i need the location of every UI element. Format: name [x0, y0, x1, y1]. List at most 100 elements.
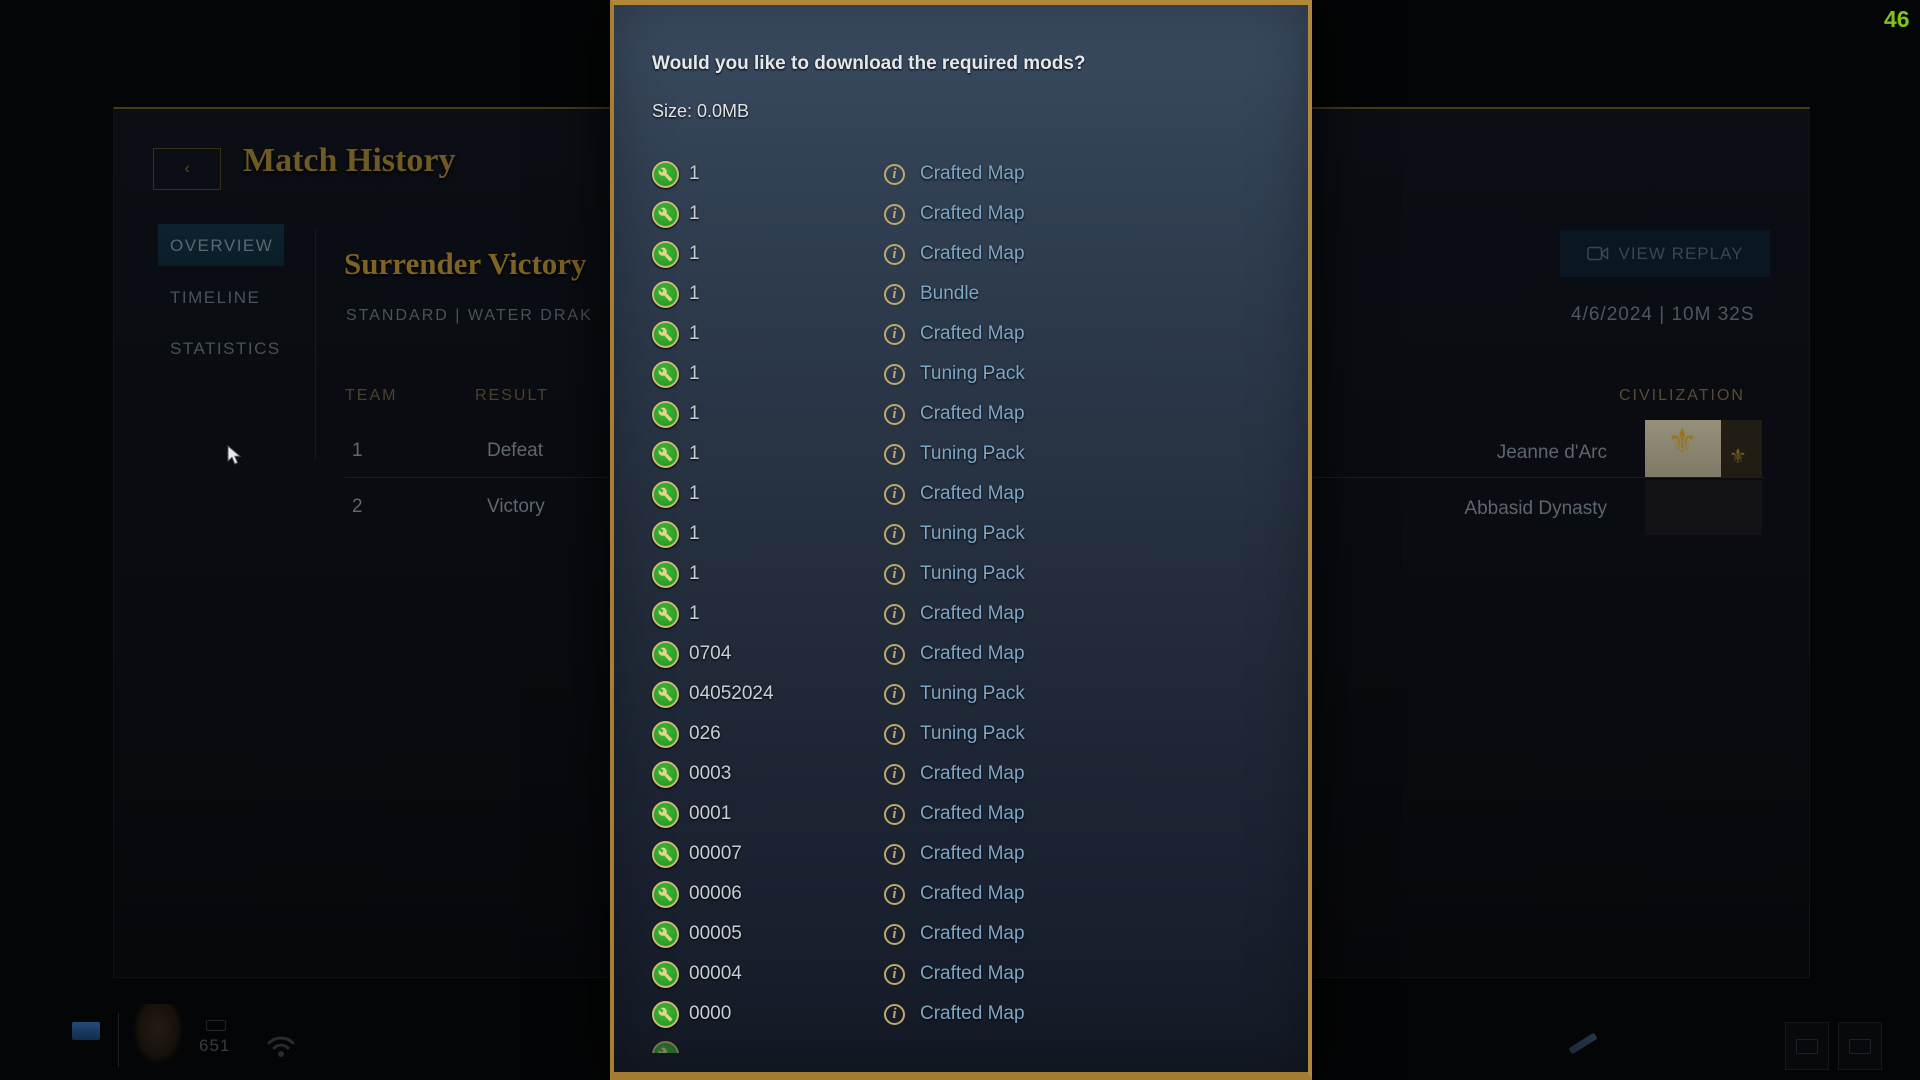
mod-row: 00004 i Crafted Map	[614, 954, 1308, 994]
info-icon[interactable]: i	[884, 843, 905, 865]
info-icon[interactable]: i	[884, 683, 905, 705]
info-icon[interactable]: i	[884, 363, 905, 385]
mod-wrench-icon	[652, 440, 679, 468]
mod-row: 1 i Tuning Pack	[614, 434, 1308, 474]
mod-row	[614, 1034, 1308, 1053]
button-glyph	[1849, 1038, 1871, 1054]
info-icon[interactable]: i	[884, 443, 905, 465]
mod-type-link[interactable]: Crafted Map	[920, 963, 1025, 984]
mod-type-link[interactable]: Crafted Map	[920, 843, 1025, 864]
mod-name: 1	[689, 323, 700, 344]
mod-name: 1	[689, 603, 700, 624]
mod-row: 0001 i Crafted Map	[614, 794, 1308, 834]
mod-row: 1 i Tuning Pack	[614, 514, 1308, 554]
mod-wrench-icon	[652, 280, 679, 308]
mod-type-link[interactable]: Tuning Pack	[920, 523, 1025, 544]
rank-value: 651	[199, 1036, 231, 1055]
info-icon[interactable]: i	[884, 1003, 905, 1025]
sword-icon	[1560, 1024, 1604, 1066]
mod-row: 04052024 i Tuning Pack	[614, 674, 1308, 714]
mod-wrench-icon	[652, 1000, 679, 1028]
info-icon[interactable]: i	[884, 323, 905, 345]
mod-name: 1	[689, 203, 700, 224]
mod-type-link[interactable]: Crafted Map	[920, 243, 1025, 264]
tab-statistics[interactable]: STATISTICS	[170, 339, 281, 358]
mod-row: 0000 i Crafted Map	[614, 994, 1308, 1034]
info-icon[interactable]: i	[884, 163, 905, 185]
mod-name: 1	[689, 443, 700, 464]
mod-name: 0001	[689, 803, 732, 824]
mod-type-link[interactable]: Tuning Pack	[920, 443, 1025, 464]
hud-button-left[interactable]	[1785, 1022, 1829, 1070]
info-icon[interactable]: i	[884, 243, 905, 265]
mod-row: 1 i Bundle	[614, 274, 1308, 314]
match-subtitle: STANDARD | WATER DRAK	[346, 307, 593, 324]
mod-type-link[interactable]: Tuning Pack	[920, 363, 1025, 384]
info-icon[interactable]: i	[884, 883, 905, 905]
info-icon[interactable]: i	[884, 923, 905, 945]
dialog-size-label: Size: 0.0MB	[652, 101, 750, 121]
mod-wrench-icon	[652, 960, 679, 988]
info-icon[interactable]: i	[884, 483, 905, 505]
mod-type-link[interactable]: Crafted Map	[920, 163, 1025, 184]
info-icon[interactable]: i	[884, 203, 905, 225]
mod-name: 0000	[689, 1003, 732, 1024]
info-icon[interactable]: i	[884, 283, 905, 305]
column-header-civilization: CIVILIZATION	[1619, 387, 1745, 404]
info-icon[interactable]: i	[884, 563, 905, 585]
info-icon[interactable]: i	[884, 603, 905, 625]
mod-row: 1 i Crafted Map	[614, 154, 1308, 194]
mod-type-link[interactable]: Bundle	[920, 283, 980, 304]
mod-name: 04052024	[689, 683, 774, 704]
mouse-cursor	[227, 445, 242, 465]
info-icon[interactable]: i	[884, 723, 905, 745]
mod-name: 026	[689, 723, 721, 744]
info-icon[interactable]: i	[884, 763, 905, 785]
mod-type-link[interactable]: Crafted Map	[920, 883, 1025, 904]
mod-name: 1	[689, 283, 700, 304]
mod-type-link[interactable]: Crafted Map	[920, 803, 1025, 824]
tab-timeline[interactable]: TIMELINE	[170, 288, 261, 307]
civ-flag-jeanne-darc: ⚜ ⚜	[1645, 420, 1762, 478]
tab-overview[interactable]: OVERVIEW	[170, 236, 274, 255]
mod-row: 1 i Crafted Map	[614, 314, 1308, 354]
info-icon[interactable]: i	[884, 643, 905, 665]
mod-name: 1	[689, 563, 700, 584]
mod-name: 0704	[689, 643, 732, 664]
mod-type-link[interactable]: Crafted Map	[920, 643, 1025, 664]
info-icon[interactable]: i	[884, 803, 905, 825]
mod-type-link[interactable]: Crafted Map	[920, 323, 1025, 344]
mod-row: 1 i Crafted Map	[614, 474, 1308, 514]
mod-type-link[interactable]: Tuning Pack	[920, 683, 1025, 704]
mod-wrench-icon	[652, 520, 679, 548]
mod-wrench-icon	[652, 320, 679, 348]
column-header-result: RESULT	[475, 387, 549, 404]
fleur-de-lis-icon: ⚜	[1729, 444, 1747, 468]
mod-wrench-icon	[652, 1040, 679, 1053]
mod-type-link[interactable]: Crafted Map	[920, 763, 1025, 784]
view-replay-button[interactable]: VIEW REPLAY	[1560, 230, 1770, 277]
hud-button-right[interactable]	[1838, 1022, 1882, 1070]
mod-row: 1 i Crafted Map	[614, 594, 1308, 634]
mod-type-link[interactable]: Crafted Map	[920, 923, 1025, 944]
table-row-civilization: Abbasid Dynasty	[1464, 498, 1607, 519]
mod-type-link[interactable]: Crafted Map	[920, 603, 1025, 624]
mod-type-link[interactable]: Crafted Map	[920, 403, 1025, 424]
mod-type-link[interactable]: Crafted Map	[920, 483, 1025, 504]
mod-type-link[interactable]: Tuning Pack	[920, 723, 1025, 744]
mod-wrench-icon	[652, 200, 679, 228]
civ-flag-abbasid	[1645, 480, 1762, 535]
back-button[interactable]: ‹	[153, 148, 221, 190]
info-icon[interactable]: i	[884, 963, 905, 985]
mod-type-link[interactable]: Crafted Map	[920, 203, 1025, 224]
mod-type-link[interactable]: Tuning Pack	[920, 563, 1025, 584]
mod-type-link[interactable]: Crafted Map	[920, 1003, 1025, 1024]
info-icon[interactable]: i	[884, 403, 905, 425]
info-icon[interactable]: i	[884, 523, 905, 545]
table-row-team: 2	[352, 496, 363, 517]
mod-row: 00007 i Crafted Map	[614, 834, 1308, 874]
camera-icon	[1586, 246, 1608, 261]
player-crest-icon[interactable]	[133, 1004, 183, 1064]
mod-wrench-icon	[652, 640, 679, 668]
